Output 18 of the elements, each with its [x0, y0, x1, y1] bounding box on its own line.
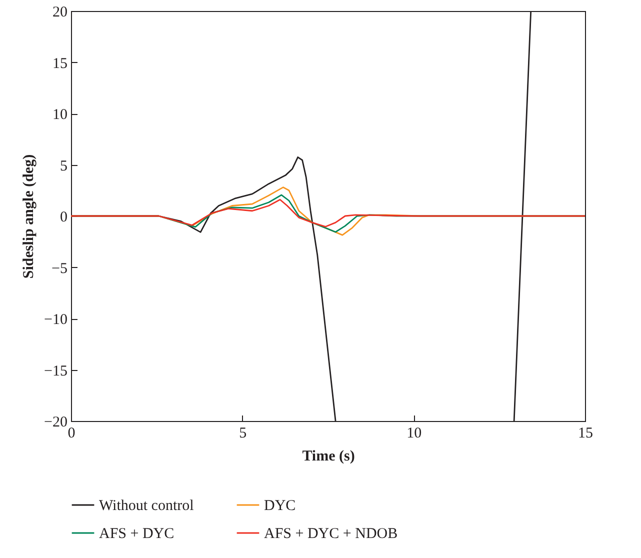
y-axis-title: Sideslip angle (deg)	[21, 154, 38, 279]
x-tick-label: 15	[578, 426, 593, 442]
legend-label: AFS + DYC + NDOB	[264, 526, 398, 542]
legend-label: DYC	[264, 498, 296, 514]
y-tick-label: −20	[44, 414, 68, 430]
y-tick-label: −5	[52, 260, 68, 277]
y-tick-label: 20	[52, 4, 68, 20]
y-tick-label: −10	[44, 312, 68, 328]
y-tick-label: 10	[52, 107, 68, 123]
y-tick-label: −15	[44, 363, 68, 380]
y-tick-label: 15	[52, 56, 68, 72]
x-axis-title: Time (s)	[302, 448, 355, 464]
y-tick-label: 0	[60, 210, 68, 226]
x-tick-label: 10	[406, 426, 422, 442]
y-tick-label: 5	[60, 158, 68, 174]
legend-label: Without control	[99, 498, 194, 514]
legend-label: AFS + DYC	[99, 526, 174, 542]
x-tick-label: 5	[239, 426, 247, 442]
